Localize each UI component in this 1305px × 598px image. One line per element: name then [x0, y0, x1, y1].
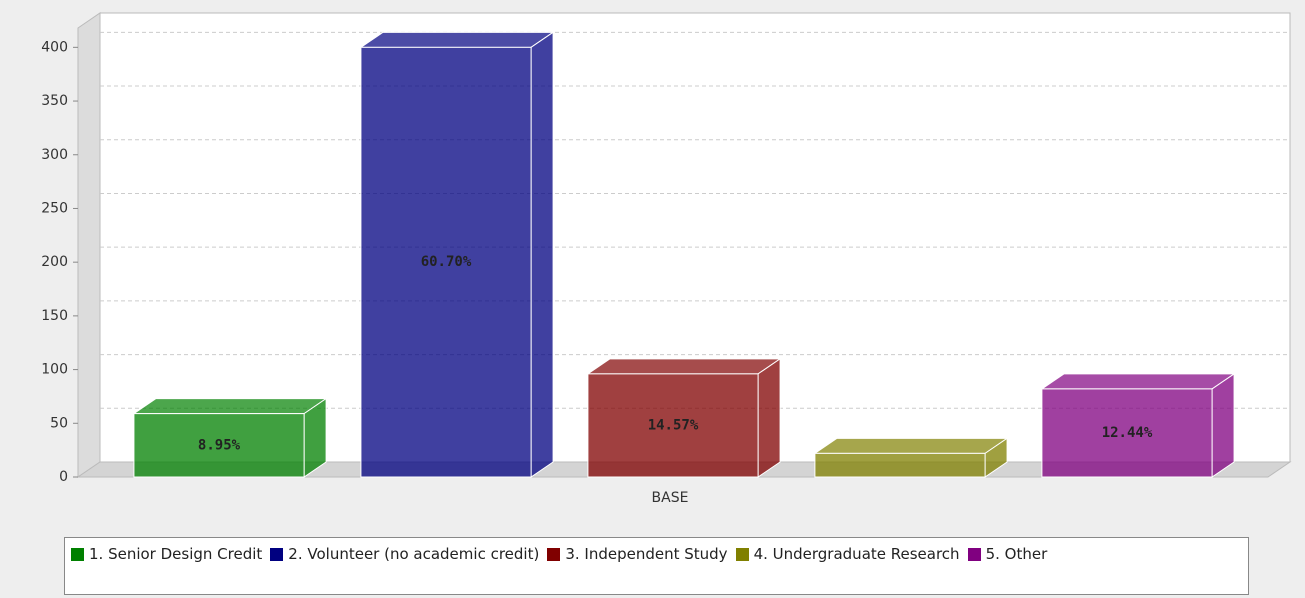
- bar-side: [1211, 372, 1235, 478]
- bar-top: [359, 31, 555, 48]
- y-tick-label: 50: [50, 415, 68, 431]
- bar-front: [814, 452, 986, 478]
- y-tick-label: 350: [41, 93, 68, 109]
- bar-front: [133, 413, 305, 478]
- legend-swatch: [547, 547, 561, 561]
- value-label: 14.57%: [648, 417, 699, 433]
- y-tick-label: 200: [41, 254, 68, 270]
- value-label: 12.44%: [1102, 425, 1153, 441]
- legend-label: 2. Volunteer (no academic credit): [288, 545, 540, 563]
- bar-front: [360, 46, 532, 478]
- legend-label: 1. Senior Design Credit: [89, 545, 263, 563]
- left-wall: [77, 12, 101, 478]
- bar-top: [132, 398, 328, 415]
- bar: [586, 357, 782, 478]
- legend-item: 4. Undergraduate Research: [735, 541, 960, 567]
- legend-item: 1. Senior Design Credit: [71, 541, 262, 567]
- value-label: 8.95%: [198, 437, 241, 453]
- value-label: 60.70%: [421, 254, 472, 270]
- x-category-label: BASE: [652, 490, 689, 506]
- bar-top: [586, 358, 782, 375]
- legend-swatch: [270, 547, 284, 561]
- legend-label: 3. Independent Study: [565, 545, 728, 563]
- legend-swatch: [71, 547, 84, 561]
- bar: [359, 31, 555, 478]
- legend-swatch: [735, 547, 749, 561]
- y-tick-label: 150: [41, 308, 68, 324]
- legend-item: 3. Independent Study: [547, 541, 728, 567]
- y-tick-label: 300: [41, 147, 68, 163]
- bar: [132, 397, 328, 478]
- bar-front: [1041, 388, 1213, 478]
- legend-swatch: [967, 547, 981, 561]
- bar: [1040, 372, 1236, 478]
- legend: 1. Senior Design Credit 2. Volunteer (no …: [64, 537, 1249, 595]
- bar-top: [813, 437, 1009, 454]
- legend-label: 5. Other: [985, 545, 1048, 563]
- bar-side: [757, 357, 781, 478]
- bar: [813, 437, 1009, 478]
- legend-item: 5. Other: [967, 541, 1048, 567]
- y-tick-label: 250: [41, 200, 68, 216]
- y-tick-label: 100: [41, 362, 68, 378]
- bar-front: [587, 373, 759, 478]
- y-tick-label: 0: [59, 469, 68, 485]
- legend-item: 2. Volunteer (no academic credit): [270, 541, 539, 567]
- bar-top: [1040, 373, 1236, 390]
- y-tick-label: 400: [41, 39, 68, 55]
- legend-label: 4. Undergraduate Research: [753, 545, 960, 563]
- chart: BASE 0 50 100 150 200 250 300 350 400 8.95% 60.70%…: [41, 12, 1292, 506]
- bar-side: [530, 31, 554, 478]
